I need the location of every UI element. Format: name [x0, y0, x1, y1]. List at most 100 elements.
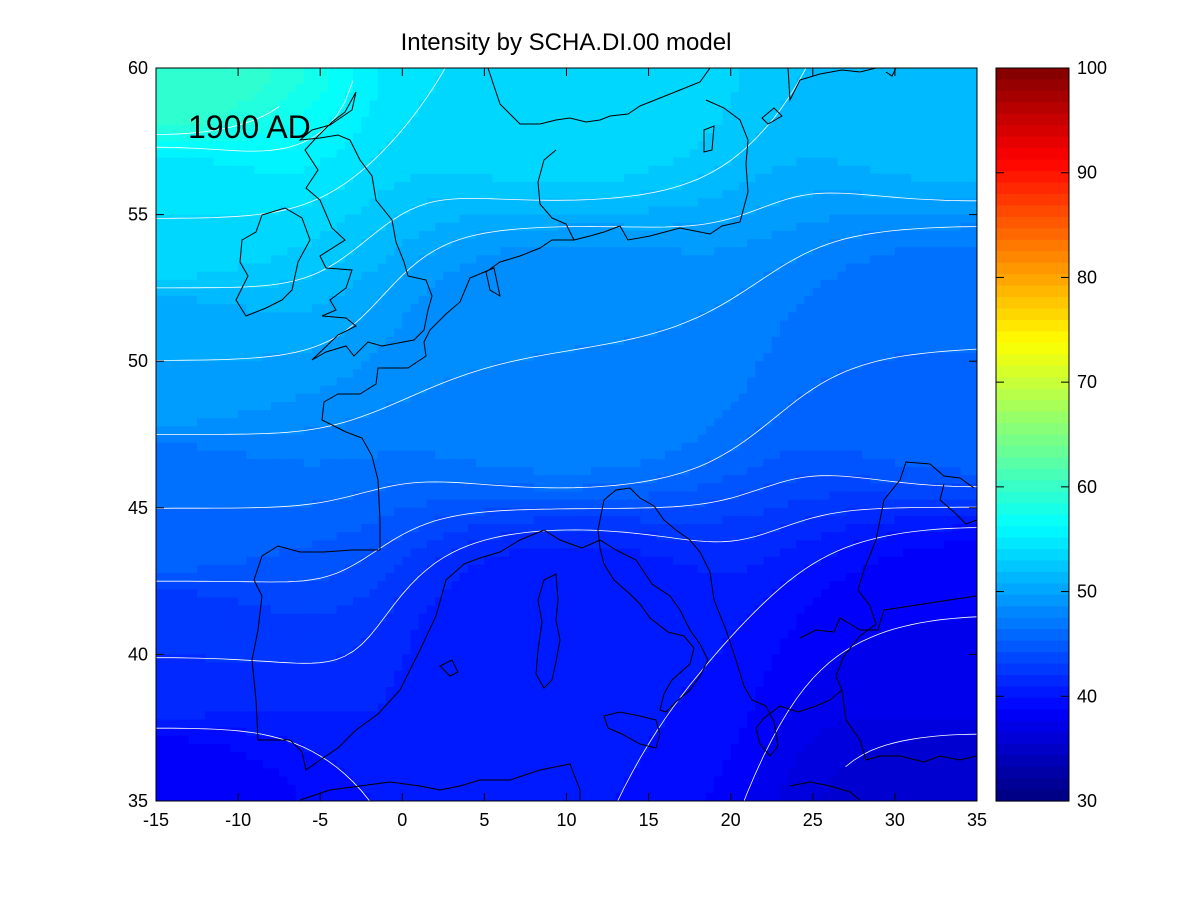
field-cell — [180, 336, 190, 346]
field-cell — [410, 287, 420, 297]
field-cell — [180, 410, 190, 419]
field-cell — [385, 711, 395, 721]
field-cell — [238, 646, 247, 655]
field-cell — [213, 572, 223, 582]
field-cell — [336, 597, 346, 607]
field-cell — [295, 157, 305, 167]
field-cell — [574, 165, 584, 175]
field-cell — [533, 320, 543, 330]
field-cell — [582, 393, 592, 403]
field-cell — [246, 157, 256, 167]
field-cell — [353, 548, 362, 558]
field-cell — [402, 328, 412, 338]
field-cell — [156, 621, 165, 631]
field-cell — [443, 467, 453, 476]
field-cell — [377, 507, 387, 517]
field-cell — [582, 564, 592, 574]
field-cell — [180, 695, 190, 704]
field-cell — [500, 125, 510, 134]
field-cell — [574, 377, 584, 387]
field-cell — [566, 230, 576, 240]
field-cell — [238, 784, 247, 794]
field-cell — [205, 304, 215, 313]
field-cell — [180, 556, 190, 566]
field-cell — [295, 719, 305, 729]
field-cell — [180, 792, 190, 801]
field-cell — [574, 369, 584, 379]
field-cell — [435, 198, 444, 208]
field-cell — [443, 491, 453, 501]
field-cell — [451, 776, 461, 786]
field-cell — [197, 92, 206, 102]
field-cell — [221, 670, 231, 680]
field-cell — [197, 304, 206, 313]
field-cell — [443, 133, 453, 142]
field-cell — [353, 646, 362, 655]
field-cell — [467, 548, 477, 558]
field-cell — [295, 556, 305, 566]
field-cell — [517, 401, 527, 411]
field-cell — [558, 719, 568, 729]
field-cell — [197, 247, 206, 256]
field-cell — [574, 589, 584, 598]
field-cell — [336, 540, 346, 550]
field-cell — [418, 116, 428, 126]
field-cell — [591, 320, 600, 330]
field-cell — [591, 296, 600, 305]
field-cell — [533, 214, 543, 224]
field-cell — [320, 686, 330, 696]
field-cell — [353, 735, 362, 745]
field-cell — [320, 190, 330, 199]
field-cell — [238, 239, 247, 248]
field-cell — [599, 125, 609, 134]
field-cell — [509, 686, 518, 696]
field-cell — [164, 784, 174, 794]
field-cell — [394, 605, 403, 615]
field-cell — [402, 483, 412, 493]
field-cell — [533, 760, 543, 770]
field-cell — [320, 792, 330, 801]
field-cell — [533, 662, 543, 672]
field-cell — [353, 426, 362, 436]
field-cell — [156, 353, 165, 362]
field-cell — [599, 695, 609, 704]
field-cell — [525, 320, 535, 330]
field-cell — [336, 646, 346, 655]
field-cell — [262, 784, 272, 794]
field-cell — [591, 410, 600, 419]
field-cell — [517, 92, 527, 102]
field-cell — [550, 515, 559, 525]
field-cell — [369, 524, 379, 533]
field-cell — [238, 133, 247, 142]
field-cell — [320, 263, 330, 273]
field-cell — [394, 662, 403, 672]
field-cell — [476, 157, 485, 167]
field-cell — [402, 361, 412, 370]
field-cell — [180, 353, 190, 362]
field-cell — [385, 108, 395, 118]
field-cell — [467, 296, 477, 305]
field-cell — [566, 68, 576, 77]
field-cell — [385, 418, 395, 427]
field-cell — [517, 393, 527, 403]
field-cell — [492, 173, 502, 183]
field-cell — [246, 377, 256, 387]
field-cell — [254, 524, 264, 533]
field-cell — [287, 524, 297, 533]
field-cell — [451, 328, 461, 338]
field-cell — [205, 165, 215, 175]
field-cell — [394, 483, 403, 493]
field-cell — [188, 263, 198, 273]
field-cell — [213, 540, 223, 550]
field-cell — [599, 320, 609, 330]
field-cell — [188, 597, 198, 607]
field-cell — [188, 182, 198, 191]
field-cell — [197, 230, 206, 240]
field-cell — [410, 344, 420, 354]
field-cell — [451, 84, 461, 94]
field-cell — [541, 116, 551, 126]
field-cell — [394, 239, 403, 248]
field-cell — [451, 230, 461, 240]
field-cell — [402, 621, 412, 631]
field-cell — [180, 198, 190, 208]
